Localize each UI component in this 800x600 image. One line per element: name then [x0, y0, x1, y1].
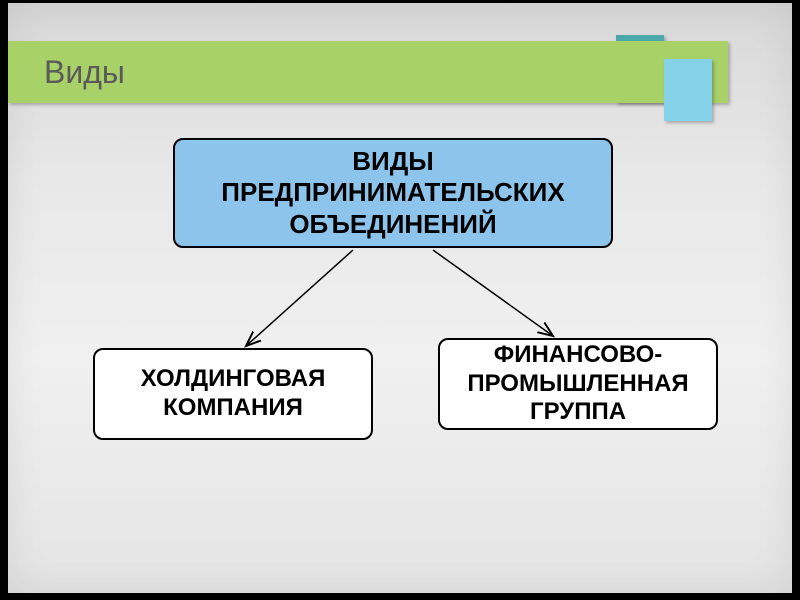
child-node-left: ХОЛДИНГОВАЯ КОМПАНИЯ [93, 348, 373, 440]
child-node-right: ФИНАНСОВО- ПРОМЫШЛЕННАЯ ГРУППА [438, 338, 718, 430]
root-line2: ПРЕДПРИНИМАТЕЛЬСКИХ [221, 177, 564, 208]
slide-title: Виды [44, 54, 125, 91]
child-left-line1: ХОЛДИНГОВАЯ [141, 365, 326, 394]
root-line1: ВИДЫ [221, 146, 564, 177]
child-right-line1: ФИНАНСОВО- [467, 341, 688, 370]
child-right-line3: ГРУППА [467, 398, 688, 427]
root-node: ВИДЫ ПРЕДПРИНИМАТЕЛЬСКИХ ОБЪЕДИНЕНИЙ [173, 138, 613, 248]
title-bar: Виды [8, 41, 728, 103]
root-line3: ОБЪЕДИНЕНИЙ [221, 209, 564, 240]
accent-block-light [664, 59, 712, 121]
slide-canvas: Виды ВИДЫ ПРЕДПРИНИМАТЕЛЬСКИХ ОБЪЕДИНЕНИ… [8, 3, 792, 593]
child-right-line2: ПРОМЫШЛЕННАЯ [467, 370, 688, 399]
child-left-line2: КОМПАНИЯ [141, 394, 326, 423]
